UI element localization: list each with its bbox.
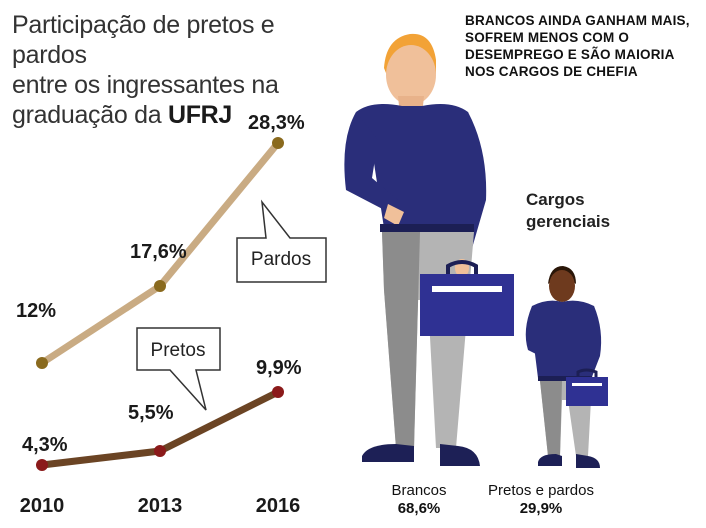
pardos-data-label-2010: 12%	[16, 300, 56, 322]
pretos-pardos-category: Pretos e pardos 29,9%	[478, 482, 604, 518]
pretos-pardos-value: 29,9%	[519, 500, 563, 517]
pretos-point-2010	[36, 459, 48, 471]
pardos-callout: Pardos	[236, 199, 327, 283]
pardos-point-2010	[36, 357, 48, 369]
title-ufrj: UFRJ	[167, 101, 233, 129]
brancos-label: Brancos	[391, 482, 447, 499]
title-line-3-prefix: graduação da	[12, 101, 168, 129]
chart-title: Participação de pretos e pardos entre os…	[12, 10, 352, 130]
brancos-figure	[344, 33, 514, 466]
pretos-point-2013	[154, 445, 166, 457]
pretos-pardos-label: Pretos e pardos	[488, 482, 594, 499]
pardos-data-label-2013: 17,6%	[130, 241, 187, 263]
pretos-point-2016	[272, 386, 284, 398]
title-line-3: graduação da UFRJ	[12, 100, 352, 130]
pretos-pardos-figure	[525, 266, 608, 468]
cargos-title-text: Cargos gerenciais	[526, 190, 611, 231]
pardos-legend-label: Pardos	[251, 249, 311, 270]
pretos-legend-label: Pretos	[151, 340, 206, 361]
title-line-2: entre os ingressantes na	[12, 71, 279, 99]
title-line-1: Participação de pretos e pardos	[12, 11, 275, 69]
brancos-category: Brancos 68,6%	[377, 482, 461, 518]
pardos-point-2016	[272, 137, 284, 149]
x-tick-2016: 2016	[256, 495, 301, 517]
pardos-data-label-2016: 28,3%	[248, 112, 305, 134]
cargos-gerenciais-title: Cargos gerenciais	[526, 189, 636, 233]
headline: BRANCOS AINDA GANHAM MAIS, SOFREM MENOS …	[465, 13, 690, 79]
pretos-callout: Pretos	[136, 327, 221, 411]
pretos-data-label-2010: 4,3%	[22, 434, 68, 456]
x-tick-2010: 2010	[20, 495, 65, 517]
pretos-data-label-2013: 5,5%	[128, 402, 174, 424]
pretos-data-label-2016: 9,9%	[256, 357, 302, 379]
pardos-point-2013	[154, 280, 166, 292]
x-tick-2013: 2013	[138, 495, 183, 517]
brancos-value: 68,6%	[397, 500, 441, 517]
